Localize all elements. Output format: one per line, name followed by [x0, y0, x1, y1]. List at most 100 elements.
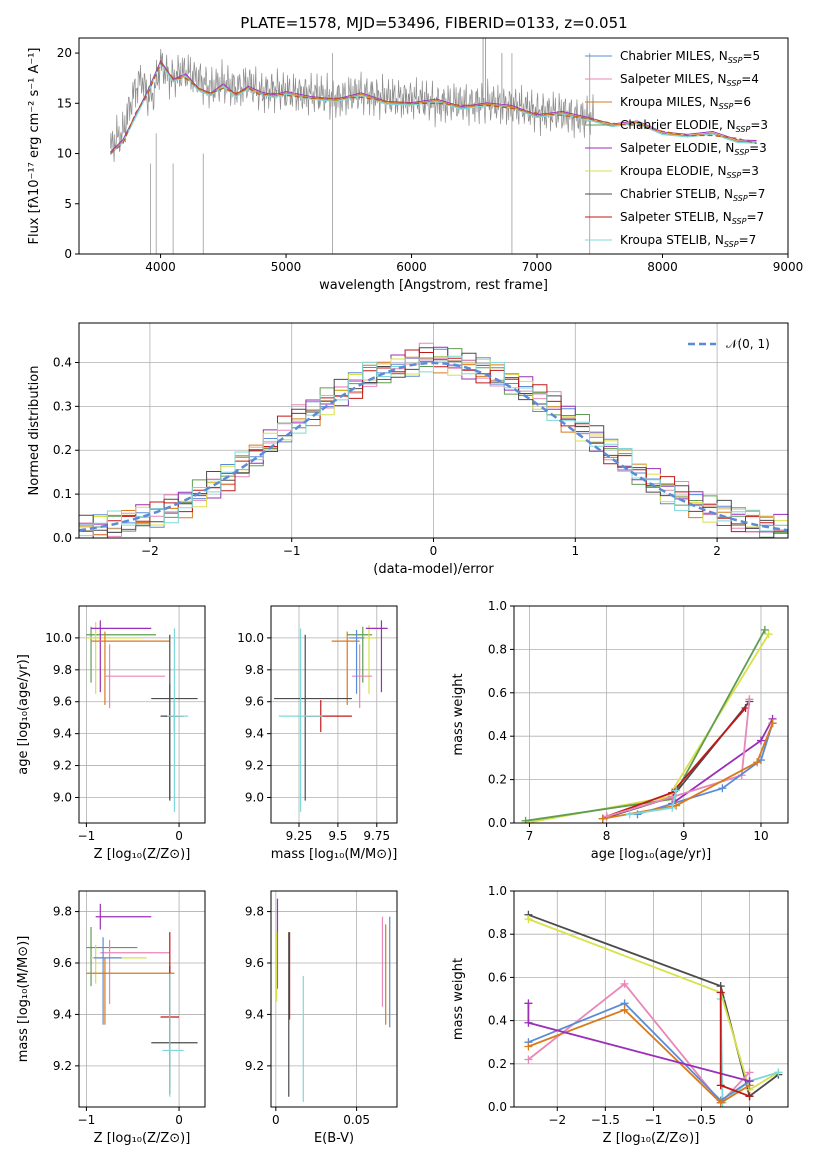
y-tick-label: 9.8 [53, 663, 72, 677]
y-tick-label: 15 [57, 96, 72, 110]
weight-line [637, 722, 774, 816]
model-curve-dashed [109, 61, 757, 155]
panel-mass-vs-ebv: 0 0.05 9.2 9.4 9.6 9.8 E(B-V) [245, 890, 398, 1146]
x-tick-label: 0 [272, 1113, 280, 1127]
y-tick-label: 9.8 [53, 905, 72, 919]
weight-line [527, 982, 751, 1105]
plot-area [514, 606, 788, 823]
legend-label: Salpeter STELIB, NSSP=7 [620, 210, 764, 226]
y-tick-label: 5 [64, 197, 72, 211]
weight-line [606, 699, 751, 818]
y-tick-label: 20 [57, 46, 72, 60]
weight-marker [524, 999, 533, 1008]
y-tick-label: 0.1 [53, 487, 72, 501]
y-tick-label: 9.6 [245, 956, 264, 970]
weight-marker [760, 625, 769, 634]
x-tick-label: 0 [746, 1113, 754, 1127]
x-tick-label: −0.5 [687, 1113, 716, 1127]
y-tick-label: 9.8 [245, 905, 264, 919]
y-tick-label: 0.2 [488, 1057, 507, 1071]
legend-label: Salpeter MILES, NSSP=4 [620, 72, 759, 88]
y-tick-label: 0.0 [488, 1100, 507, 1114]
y-tick-label: 9.2 [53, 759, 72, 773]
x-tick-label: 7 [526, 829, 534, 843]
weight-marker [745, 1077, 754, 1086]
figure-title: PLATE=1578, MJD=53496, FIBERID=0133, z=0… [240, 14, 627, 32]
x-tick-label: 0 [175, 829, 183, 843]
y-axis-label: mass [log₁₀(M/M⊙)] [16, 936, 31, 1063]
x-tick-label: 4000 [145, 260, 176, 274]
x-tick-label: 0.05 [343, 1113, 370, 1127]
x-tick-label: 8 [603, 829, 611, 843]
x-tick-label: 9.25 [286, 829, 313, 843]
y-tick-label: 0.2 [488, 773, 507, 787]
normal-reference-curve [79, 361, 788, 532]
axes-frame [78, 890, 206, 1108]
x-tick-label: −1 [78, 1113, 96, 1127]
legend-label: Chabrier STELIB, NSSP=7 [620, 187, 765, 203]
histogram-step-line [79, 349, 788, 538]
y-tick-label: 9.4 [53, 727, 72, 741]
panel-residuals: 𝒩(0, 1) −2 −1 0 1 2 0.0 0.1 0.2 0.3 0.4 (data-model… [27, 322, 789, 577]
plot-area [271, 891, 397, 1107]
weight-line [527, 1003, 750, 1082]
y-axis-label: age [log₁₀(age/yr)] [16, 654, 31, 775]
axes-frame [513, 605, 789, 824]
y-tick-label: 0.0 [488, 816, 507, 830]
axes-frame [270, 605, 398, 824]
y-tick-label: 0.8 [488, 642, 507, 656]
x-axis-label: (data-model)/error [373, 562, 494, 577]
y-tick-label: 1.0 [488, 884, 507, 898]
plot-area [79, 606, 205, 823]
panel-mass-vs-Z: −1 0 9.2 9.4 9.6 9.8 Z [log₁₀(Z/Z⊙)] mass [log₁… [16, 890, 206, 1146]
x-axis-label: mass [log₁₀(M/M⊙)] [271, 847, 398, 862]
x-tick-label: 2 [713, 544, 721, 558]
x-tick-label: 6000 [396, 260, 427, 274]
weight-marker [521, 816, 530, 823]
x-axis-label: wavelength [Angstrom, rest frame] [319, 278, 548, 293]
weight-line [525, 633, 770, 823]
x-tick-label: 9 [680, 829, 688, 843]
x-tick-label: 10 [753, 829, 768, 843]
model-curve-salpeter-elodie [110, 59, 757, 153]
axes-frame [78, 605, 206, 824]
legend-label: Kroupa ELODIE, NSSP=3 [620, 164, 759, 180]
weight-marker [718, 784, 727, 793]
y-tick-label: 9.8 [245, 663, 264, 677]
legend-label: 𝒩(0, 1) [726, 337, 770, 351]
x-tick-label: 1 [571, 544, 579, 558]
panel-weight-vs-Z: −2 −1.5 −1 −0.5 0 0.0 0.2 0.4 0.6 0.8 1.0 Z [log₁₀(… [451, 884, 789, 1146]
weight-marker [774, 1068, 783, 1077]
y-tick-label: 0.6 [488, 686, 507, 700]
weight-marker [668, 803, 677, 812]
legend-label: Kroupa MILES, NSSP=6 [620, 95, 751, 111]
y-tick-label: 9.2 [245, 759, 264, 773]
weight-marker [753, 758, 762, 767]
y-tick-label: 0 [64, 247, 72, 261]
y-tick-label: 9.0 [245, 790, 264, 804]
x-tick-label: −1 [78, 829, 96, 843]
x-tick-label: 8000 [647, 260, 678, 274]
axes-frame [270, 890, 398, 1108]
panel-spectrum: Chabrier MILES, NSSP=5 Salpeter MILES, NS… [27, 37, 803, 293]
y-axis-label: mass weight [451, 673, 466, 755]
weight-marker [745, 1068, 754, 1077]
weight-marker [625, 810, 634, 819]
weight-marker [620, 979, 629, 988]
y-tick-label: 1.0 [488, 599, 507, 613]
y-tick-label: 10 [57, 147, 72, 161]
axes-frame [78, 37, 789, 255]
y-tick-label: 0.6 [488, 970, 507, 984]
weight-marker [672, 786, 681, 795]
y-tick-label: 0.4 [488, 729, 507, 743]
weight-line [528, 1008, 750, 1104]
panel-age-vs-Z: −1 0 9.0 9.2 9.4 9.6 9.8 10.0 Z [log₁₀(Z/Z⊙)] age… [16, 605, 206, 862]
weight-marker [524, 1055, 533, 1064]
weight-marker [524, 1018, 533, 1027]
x-axis-label: age [log₁₀(age/yr)] [591, 847, 712, 862]
weight-marker [620, 1005, 629, 1014]
x-tick-label: 0 [430, 544, 438, 558]
y-tick-label: 0.2 [53, 443, 72, 457]
x-tick-label: −1 [645, 1113, 663, 1127]
